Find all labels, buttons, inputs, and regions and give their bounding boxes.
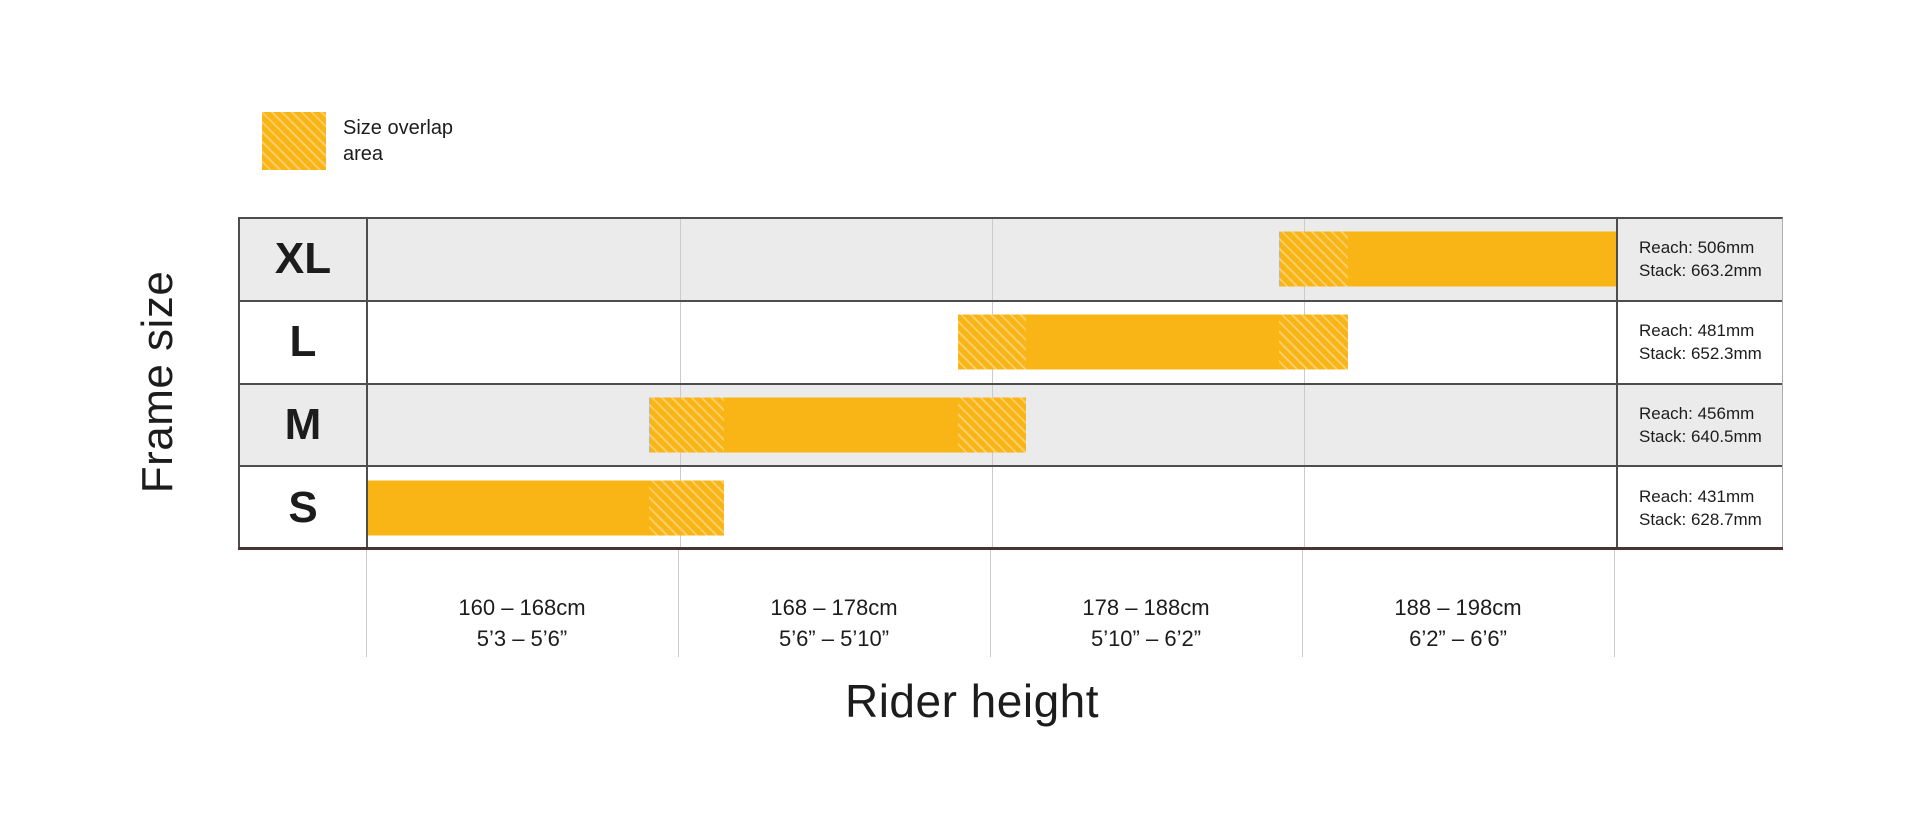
x-axis-label-2: 168 – 178cm 5’6” – 5’10” xyxy=(678,592,990,654)
plot-cell-l xyxy=(368,301,1616,383)
overlap-hatch-xl xyxy=(1279,231,1348,287)
gridline xyxy=(991,219,993,300)
frame-size-row-m: M Reach: 456mm Stack: 640.5mm xyxy=(240,384,1782,468)
frame-size-row-s: S Reach: 431mm Stack: 628.7mm xyxy=(240,467,1782,548)
x-axis-tick xyxy=(1301,548,1303,657)
reach-value-s: Reach: 431mm xyxy=(1639,486,1755,506)
legend-label-line2: area xyxy=(343,143,384,165)
x-axis: 160 – 168cm 5’3 – 5’6” 168 – 178cm 5’6” – 5… xyxy=(365,548,1615,657)
reach-stack-cell-m: Reach: 456mm Stack: 640.5mm xyxy=(1616,384,1782,466)
x-axis-label-cm: 168 – 178cm xyxy=(770,595,898,620)
overlap-hatch-m xyxy=(648,397,724,453)
gridline xyxy=(679,301,681,383)
x-axis-tick xyxy=(677,548,679,657)
legend-label-line1: Size overlap xyxy=(343,117,454,139)
plot-cell-m xyxy=(368,384,1616,466)
reach-value-l: Reach: 481mm xyxy=(1639,321,1755,341)
frame-size-label-l: L xyxy=(240,301,368,383)
frame-size-row-l: L Reach: 481mm Stack: 652.3mm xyxy=(240,301,1782,385)
reach-stack-cell-xl: Reach: 506mm Stack: 663.2mm xyxy=(1616,219,1782,300)
size-chart-rows: XL Reach: 506mm Stack: 663.2mm L Reach: 481m… xyxy=(240,219,1782,548)
reach-stack-cell-s: Reach: 431mm Stack: 628.7mm xyxy=(1616,467,1782,548)
reach-stack-cell-l: Reach: 481mm Stack: 652.3mm xyxy=(1616,301,1782,383)
gridline xyxy=(1303,467,1305,548)
plot-cell-xl xyxy=(368,219,1616,300)
x-axis-tick xyxy=(989,548,991,657)
x-axis-label-ft: 5’10” – 6’2” xyxy=(1090,626,1202,651)
overlap-hatch-l xyxy=(1279,314,1348,370)
x-axis-label-3: 178 – 188cm 5’10” – 6’2” xyxy=(990,592,1302,654)
frame-size-label-xl: XL xyxy=(240,219,368,300)
size-chart-table: XL Reach: 506mm Stack: 663.2mm L Reach: 481m… xyxy=(238,217,1783,550)
x-axis-title: Rider height xyxy=(844,675,1100,727)
gridline xyxy=(679,219,681,300)
legend: Size overlap area xyxy=(262,112,453,170)
x-axis-label-ft: 5’6” – 5’10” xyxy=(778,626,890,651)
x-axis-label-ft: 6’2” – 6’6” xyxy=(1409,626,1507,651)
x-axis-label-cm: 160 – 168cm xyxy=(458,595,586,620)
reach-value-m: Reach: 456mm xyxy=(1639,403,1755,423)
x-axis-tick xyxy=(365,548,367,657)
reach-value-xl: Reach: 506mm xyxy=(1639,238,1755,258)
stack-value-s: Stack: 628.7mm xyxy=(1639,509,1762,529)
stack-value-l: Stack: 652.3mm xyxy=(1639,344,1762,364)
frame-size-label-m: M xyxy=(240,384,368,466)
x-axis-label-ft: 5’3 – 5’6” xyxy=(476,626,568,651)
x-axis-label-4: 188 – 198cm 6’2” – 6’6” xyxy=(1302,592,1614,654)
stack-value-m: Stack: 640.5mm xyxy=(1639,426,1762,446)
overlap-hatch-s xyxy=(648,480,724,536)
legend-label: Size overlap area xyxy=(343,112,453,170)
gridline xyxy=(1303,384,1305,466)
x-axis-label-1: 160 – 168cm 5’3 – 5’6” xyxy=(366,592,678,654)
size-overlap-swatch xyxy=(262,112,326,170)
x-axis-label-cm: 188 – 198cm xyxy=(1394,595,1522,620)
gridline xyxy=(991,467,993,548)
frame-size-row-xl: XL Reach: 506mm Stack: 663.2mm xyxy=(240,219,1782,302)
x-axis-label-cm: 178 – 188cm xyxy=(1082,595,1210,620)
chart-baseline xyxy=(238,547,1783,550)
plot-cell-s xyxy=(368,467,1616,548)
overlap-hatch-l xyxy=(957,314,1027,370)
stack-value-xl: Stack: 663.2mm xyxy=(1639,261,1762,281)
x-axis-tick xyxy=(1613,548,1615,657)
frame-size-label-s: S xyxy=(240,467,368,548)
overlap-hatch-m xyxy=(957,397,1027,453)
y-axis-title: Frame size xyxy=(133,270,182,494)
